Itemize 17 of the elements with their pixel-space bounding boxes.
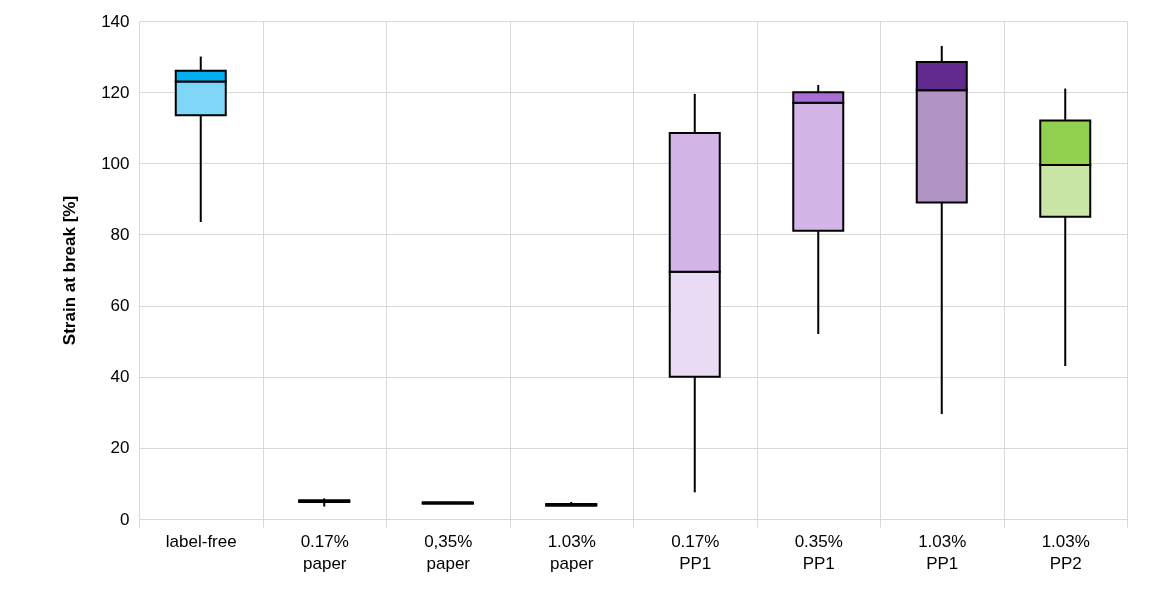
y-axis-title: Strain at break [%] [60, 195, 80, 346]
x-tick-label: 0.35% PP1 [794, 531, 843, 573]
y-tick-label: 20 [110, 438, 130, 458]
x-tick-label: 0.17% PP1 [671, 531, 720, 573]
y-tick-label: 80 [110, 224, 130, 244]
y-tick-label: 120 [101, 82, 130, 102]
y-tick-label: 40 [110, 367, 130, 387]
x-tick-label: 1.03% paper [547, 531, 596, 573]
x-tick-label: 0.17% paper [300, 531, 349, 573]
x-tick-label: 1.03% PP1 [918, 531, 967, 573]
y-tick-label: 100 [101, 153, 130, 173]
y-tick-label: 60 [110, 296, 130, 316]
x-tick-label: 1.03% PP2 [1041, 531, 1090, 573]
x-tick-label: 0,35% paper [424, 531, 473, 573]
y-tick-label: 140 [101, 11, 130, 31]
y-tick-label: 0 [120, 509, 130, 529]
x-tick-label: label-free [165, 531, 237, 551]
